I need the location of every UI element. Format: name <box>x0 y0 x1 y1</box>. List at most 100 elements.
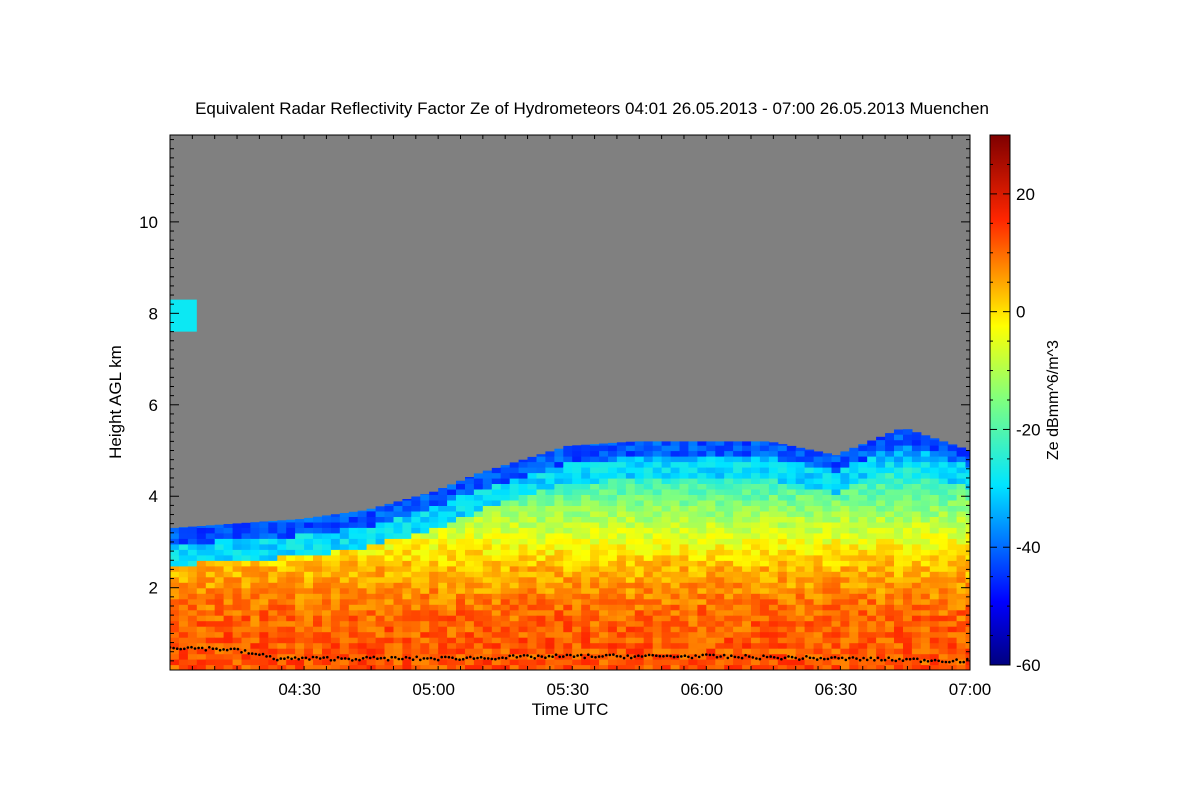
reflectivity-cell <box>599 456 609 463</box>
reflectivity-cell <box>768 604 779 611</box>
reflectivity-cell <box>357 543 368 550</box>
cloud-base-point <box>318 657 322 660</box>
reflectivity-cell <box>920 543 931 550</box>
reflectivity-cell <box>643 642 654 649</box>
reflectivity-cell <box>786 642 797 649</box>
reflectivity-cell <box>384 631 394 638</box>
reflectivity-cell <box>277 609 287 616</box>
reflectivity-cell <box>590 521 600 528</box>
reflectivity-cell <box>402 615 412 622</box>
reflectivity-cell <box>322 609 332 616</box>
reflectivity-cell <box>831 659 841 666</box>
reflectivity-cell <box>536 532 546 539</box>
reflectivity-cell <box>465 483 475 490</box>
reflectivity-cell <box>911 653 922 660</box>
reflectivity-cell <box>867 593 877 600</box>
reflectivity-cell <box>366 593 377 600</box>
reflectivity-cell <box>831 472 841 479</box>
reflectivity-cell <box>643 648 654 655</box>
reflectivity-cell <box>411 549 421 556</box>
reflectivity-cell <box>625 554 636 561</box>
reflectivity-cell <box>822 549 832 556</box>
reflectivity-cell <box>715 441 725 446</box>
reflectivity-cell <box>938 527 949 534</box>
reflectivity-column <box>268 520 278 670</box>
reflectivity-cell <box>786 450 797 457</box>
reflectivity-cell <box>876 637 886 644</box>
cloud-base-point <box>747 655 751 658</box>
reflectivity-cell <box>304 571 314 578</box>
reflectivity-cell <box>733 543 743 550</box>
reflectivity-cell <box>196 659 207 666</box>
reflectivity-cell <box>867 499 877 506</box>
reflectivity-cell <box>590 510 600 517</box>
reflectivity-cell <box>751 488 761 495</box>
reflectivity-cell <box>679 598 689 605</box>
reflectivity-cell <box>491 637 502 644</box>
reflectivity-cell <box>241 620 251 627</box>
reflectivity-cell <box>929 467 940 474</box>
reflectivity-cell <box>911 648 922 655</box>
reflectivity-cell <box>241 560 251 567</box>
reflectivity-cell <box>375 593 386 600</box>
reflectivity-cell <box>608 582 618 589</box>
reflectivity-cell <box>420 532 430 539</box>
reflectivity-cell <box>661 659 672 666</box>
reflectivity-cell <box>715 593 725 600</box>
reflectivity-cell <box>447 653 457 660</box>
reflectivity-cell <box>724 615 734 622</box>
reflectivity-cell <box>259 538 269 545</box>
reflectivity-cell <box>920 477 931 484</box>
reflectivity-cell <box>831 565 841 572</box>
reflectivity-cell <box>697 549 707 556</box>
reflectivity-cell <box>634 554 645 561</box>
reflectivity-column <box>733 441 743 670</box>
reflectivity-cell <box>652 499 663 506</box>
reflectivity-cell <box>786 560 797 567</box>
reflectivity-cell <box>527 604 537 611</box>
reflectivity-cell <box>849 620 859 627</box>
reflectivity-cell <box>715 609 725 616</box>
reflectivity-column <box>330 514 341 670</box>
reflectivity-cell <box>187 604 198 611</box>
reflectivity-cell <box>170 664 180 670</box>
reflectivity-cell <box>795 598 806 605</box>
reflectivity-cell <box>295 620 305 627</box>
reflectivity-column <box>894 429 904 670</box>
reflectivity-cell <box>223 527 234 534</box>
reflectivity-cell <box>411 532 421 539</box>
reflectivity-cell <box>768 637 779 644</box>
reflectivity-cell <box>661 620 672 627</box>
cloud-base-point <box>562 655 565 658</box>
reflectivity-cell <box>751 648 761 655</box>
reflectivity-cell <box>822 510 832 517</box>
reflectivity-cell <box>831 456 841 463</box>
reflectivity-cell <box>518 620 529 627</box>
reflectivity-cell <box>903 593 913 600</box>
reflectivity-cell <box>759 461 770 468</box>
reflectivity-cell <box>178 576 189 583</box>
reflectivity-cell <box>447 593 457 600</box>
reflectivity-cell <box>518 459 529 463</box>
cloud-base-point <box>737 656 740 659</box>
reflectivity-cell <box>733 494 743 501</box>
reflectivity-cell <box>929 554 940 561</box>
reflectivity-cell <box>885 450 895 457</box>
reflectivity-cell <box>706 648 716 655</box>
reflectivity-cell <box>894 450 904 457</box>
reflectivity-cell <box>590 467 600 474</box>
reflectivity-cell <box>599 549 609 556</box>
reflectivity-cell <box>241 527 251 534</box>
reflectivity-cell <box>429 664 439 670</box>
reflectivity-cell <box>885 565 895 572</box>
reflectivity-cell <box>840 571 850 578</box>
reflectivity-cell <box>876 543 886 550</box>
reflectivity-cell <box>885 620 895 627</box>
reflectivity-cell <box>643 609 654 616</box>
reflectivity-cell <box>214 554 225 561</box>
reflectivity-cell <box>527 659 537 666</box>
reflectivity-cell <box>876 494 886 501</box>
reflectivity-cell <box>616 565 627 572</box>
cloud-base-point <box>823 657 826 661</box>
reflectivity-cell <box>545 483 555 490</box>
